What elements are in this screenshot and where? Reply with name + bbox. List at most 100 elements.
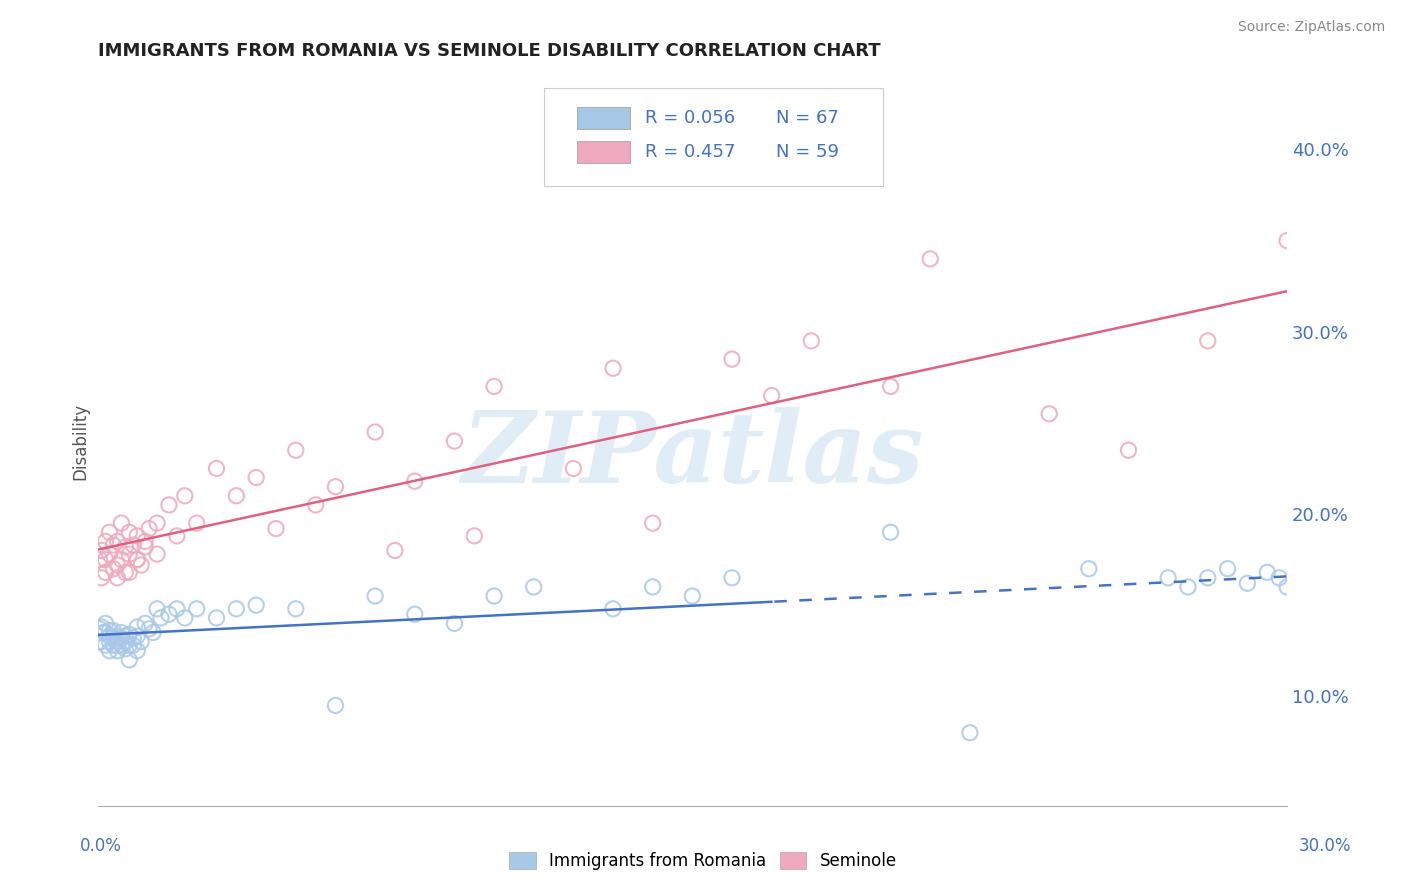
Point <box>1268 571 1291 585</box>
Point <box>443 434 465 449</box>
Point <box>127 529 149 543</box>
Point <box>264 522 287 536</box>
Point <box>284 443 307 458</box>
Point <box>761 388 783 402</box>
Point <box>110 552 132 566</box>
Point <box>105 534 128 549</box>
Point <box>98 629 121 643</box>
Point <box>602 361 624 376</box>
Point <box>127 552 149 566</box>
Legend: Immigrants from Romania, Seminole: Immigrants from Romania, Seminole <box>502 845 904 877</box>
Point <box>94 638 117 652</box>
Point <box>103 624 125 638</box>
Point <box>523 580 546 594</box>
Point <box>879 379 901 393</box>
Point <box>122 631 145 645</box>
Point <box>134 534 156 549</box>
Text: 30.0%: 30.0% <box>1298 837 1351 855</box>
Point <box>90 571 112 585</box>
Point <box>105 634 128 648</box>
Point <box>205 461 228 475</box>
Point <box>134 540 156 554</box>
Point <box>325 480 347 494</box>
Point <box>114 634 136 648</box>
Point <box>103 631 125 645</box>
Point <box>463 529 485 543</box>
Point <box>103 538 125 552</box>
Point <box>1038 407 1060 421</box>
Point <box>127 620 149 634</box>
Point <box>98 634 121 648</box>
Point <box>110 625 132 640</box>
Point <box>443 616 465 631</box>
Point <box>122 538 145 552</box>
Point <box>245 470 267 484</box>
Point <box>225 489 247 503</box>
Point <box>166 529 188 543</box>
FancyBboxPatch shape <box>576 107 630 129</box>
Point <box>90 620 112 634</box>
Point <box>146 516 169 530</box>
Point <box>127 644 149 658</box>
Point <box>562 461 585 475</box>
Point <box>122 638 145 652</box>
Text: ZIPatlas: ZIPatlas <box>461 408 924 504</box>
Point <box>138 522 160 536</box>
Point <box>146 602 169 616</box>
Point <box>166 602 188 616</box>
Point <box>103 562 125 576</box>
Point <box>94 552 117 566</box>
Point <box>1177 580 1199 594</box>
Point <box>1118 443 1140 458</box>
Point <box>114 629 136 643</box>
Text: R = 0.457: R = 0.457 <box>645 143 735 161</box>
Point <box>186 602 208 616</box>
Point <box>1236 576 1258 591</box>
Point <box>404 474 426 488</box>
Point <box>118 638 141 652</box>
Point <box>98 547 121 561</box>
Point <box>641 580 664 594</box>
Point <box>404 607 426 622</box>
Point <box>602 602 624 616</box>
Point <box>114 540 136 554</box>
Point <box>225 602 247 616</box>
Point <box>110 638 132 652</box>
Point <box>98 525 121 540</box>
Text: R = 0.056: R = 0.056 <box>645 109 735 128</box>
Point <box>482 379 505 393</box>
Point <box>138 622 160 636</box>
Y-axis label: Disability: Disability <box>72 402 89 480</box>
Point <box>1216 562 1239 576</box>
Point <box>482 589 505 603</box>
Point <box>98 624 121 638</box>
Point <box>1275 234 1298 248</box>
Text: IMMIGRANTS FROM ROMANIA VS SEMINOLE DISABILITY CORRELATION CHART: IMMIGRANTS FROM ROMANIA VS SEMINOLE DISA… <box>97 42 880 60</box>
Text: N = 59: N = 59 <box>776 143 838 161</box>
Point <box>98 644 121 658</box>
Point <box>364 589 387 603</box>
Point <box>129 558 152 572</box>
Point <box>89 622 111 636</box>
Point <box>920 252 942 266</box>
Point <box>1197 334 1219 348</box>
Point <box>94 616 117 631</box>
Point <box>186 516 208 530</box>
FancyBboxPatch shape <box>576 141 630 162</box>
Point <box>118 566 141 580</box>
Point <box>105 638 128 652</box>
Point <box>94 625 117 640</box>
Point <box>173 489 195 503</box>
Point <box>959 725 981 739</box>
Point <box>150 611 173 625</box>
Point <box>118 653 141 667</box>
Point <box>105 644 128 658</box>
Point <box>105 558 128 572</box>
Point <box>127 629 149 643</box>
Point <box>110 516 132 530</box>
Point <box>93 625 115 640</box>
Point <box>325 698 347 713</box>
Point <box>1197 571 1219 585</box>
Point <box>681 589 703 603</box>
Point <box>114 566 136 580</box>
